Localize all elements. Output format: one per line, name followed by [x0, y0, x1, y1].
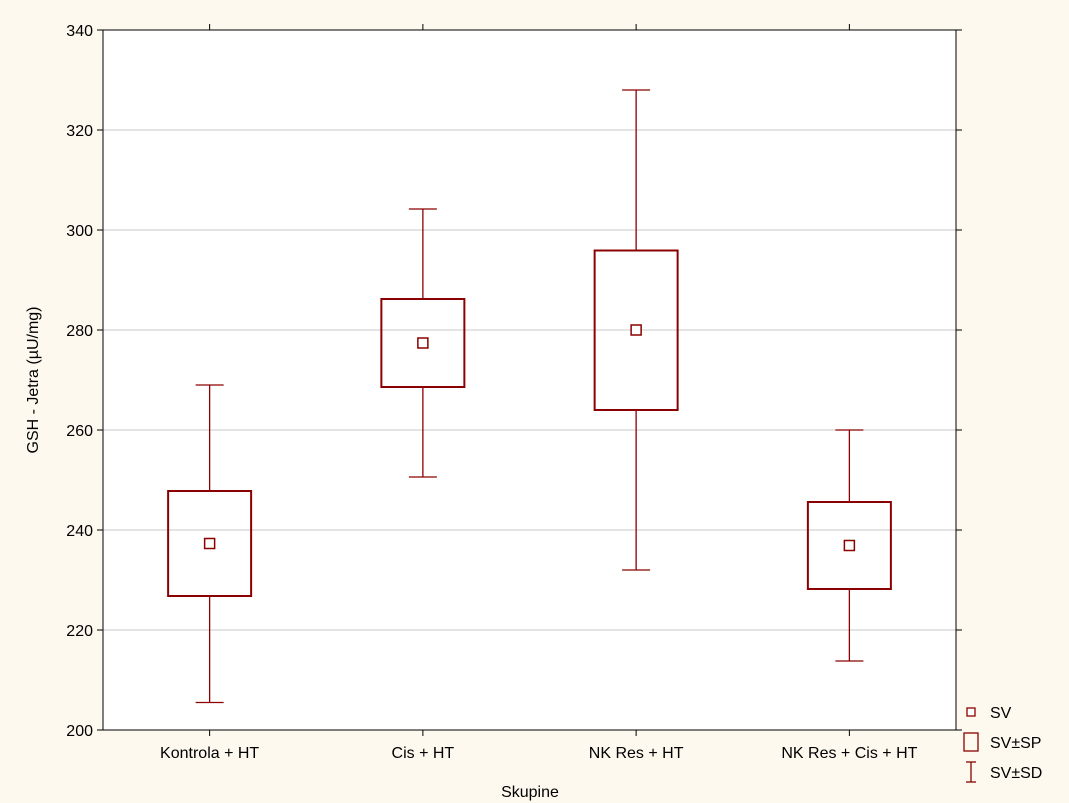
axes: 200 220 240 260 280 300 320 340 Kontrola + HT Cis…: [66, 23, 962, 762]
box: [806, 501, 892, 590]
legend-label: SV±SD: [990, 765, 1042, 782]
y-axis-title: GSH - Jetra (µU/mg): [25, 306, 42, 453]
y-tick-label: 200: [66, 723, 93, 740]
mean-marker: [203, 537, 216, 550]
y-tick-label: 340: [66, 23, 93, 40]
legend-box-icon: [963, 732, 979, 752]
legend-label: SV±SP: [990, 735, 1041, 752]
grid-lines: [103, 129, 956, 631]
mean-marker: [417, 337, 429, 349]
legend: SV SV±SP SV±SD: [963, 705, 1042, 783]
y-tick-label: 240: [66, 523, 93, 540]
y-tick-label: 320: [66, 123, 93, 140]
box: [593, 249, 679, 411]
legend-mean-icon: [966, 707, 976, 717]
y-tick-label: 300: [66, 223, 93, 240]
mean-marker: [630, 324, 642, 336]
x-tick-label: Kontrola + HT: [160, 745, 259, 762]
y-tick-label: 280: [66, 323, 93, 340]
mean-marker: [843, 539, 856, 552]
plot-area: [103, 30, 956, 730]
box: [167, 490, 253, 597]
box: [380, 298, 466, 388]
x-axis-title: Skupine: [501, 784, 559, 801]
y-tick-label: 260: [66, 423, 93, 440]
plot-frame: [102, 29, 957, 731]
y-tick-label: 220: [66, 623, 93, 640]
x-tick-label: NK Res + HT: [589, 745, 684, 762]
boxes: [167, 89, 892, 704]
legend-label: SV: [990, 705, 1012, 722]
x-tick-label: NK Res + Cis + HT: [781, 745, 917, 762]
x-tick-label: Cis + HT: [392, 745, 455, 762]
